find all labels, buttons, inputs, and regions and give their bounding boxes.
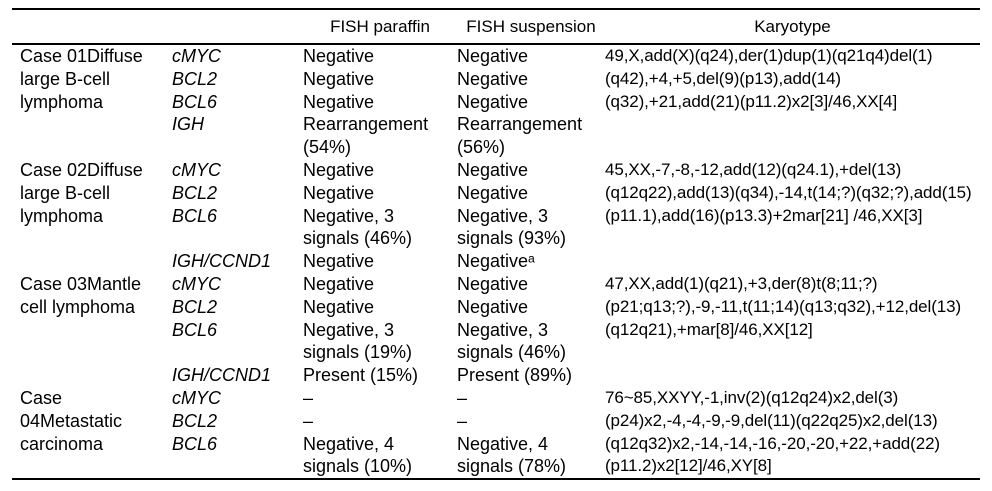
fish-paraffin-result: Negative, 3 signals (19%)	[303, 319, 413, 363]
fish-suspension-result: Negative, 3 signals (46%)	[457, 319, 567, 363]
karyotype-cell: 49,X,add(X)(q24),der(1)dup(1)(q21q4)del(…	[605, 46, 933, 111]
fish-suspension-result: –	[457, 387, 468, 408]
karyotype-cell: 47,XX,add(1)(q21),+3,der(8)t(8;11;?) (p2…	[605, 273, 962, 339]
fish-suspension-result: Present (89%)	[457, 365, 573, 386]
fish-suspension-result: Negative	[457, 68, 529, 89]
case-label: Case 03Mantle cell lymphoma	[20, 273, 142, 317]
fish-suspension-result: Negative	[457, 296, 529, 317]
gene-name: cMYC	[172, 273, 221, 294]
table-row: Case 02Diffuse large B-cell lymphoma cMY…	[12, 159, 980, 226]
gene-name: cMYC	[172, 46, 221, 66]
table-row: BCL2 Negative Negative	[12, 68, 980, 91]
table-row: Case 03Mantle cell lymphoma cMYC Negativ…	[12, 273, 980, 339]
fish-paraffin-result: Negative, 3 signals (46%)	[303, 205, 413, 249]
case-label: Case 01Diffuse large B-cell lymphoma	[20, 46, 143, 112]
table-row: BCL6 Negative, 3 signals (19%) Negative,…	[12, 319, 980, 365]
gene-name: cMYC	[172, 387, 221, 408]
fish-suspension-result: Negative	[457, 91, 529, 112]
table-row: BCL6 Negative, 3 signals (46%) Negative,…	[12, 205, 980, 251]
fish-paraffin-result: –	[303, 410, 314, 431]
gene-name: BCL2	[172, 296, 218, 317]
header-case-spacer	[12, 9, 172, 45]
fish-paraffin-result: Rearrangement (54%)	[303, 114, 429, 158]
gene-name: IGH	[172, 114, 205, 135]
header-fish-paraffin: FISH paraffin	[303, 9, 457, 45]
fish-suspension-result: Negative	[457, 159, 529, 180]
fish-suspension-result: Negative	[457, 273, 529, 294]
fish-suspension-result: Rearrangement (56%)	[457, 114, 583, 158]
case-label: Case 02Diffuse large B-cell lymphoma	[20, 159, 143, 226]
fish-suspension-result: –	[457, 410, 468, 431]
fish-karyotype-table: FISH paraffin FISH suspension Karyotype …	[12, 8, 980, 481]
gene-name: cMYC	[172, 159, 221, 180]
fish-paraffin-result: Negative	[303, 159, 375, 180]
gene-name: BCL2	[172, 68, 218, 89]
table-row: IGH/CCND1 Present (15%) Present (89%)	[12, 364, 980, 387]
gene-name: IGH/CCND1	[172, 365, 272, 386]
fish-paraffin-result: Negative	[303, 182, 375, 203]
fish-suspension-result: Negative, 3 signals (93%)	[457, 205, 567, 249]
karyotype-cell: 45,XX,-7,-8,-12,add(12)(q24.1),+del(13) …	[605, 159, 972, 225]
table-row: BCL6 Negative Negative	[12, 91, 980, 114]
gene-name: BCL6	[172, 205, 218, 226]
gene-name: IGH/CCND1	[172, 251, 272, 272]
fish-paraffin-result: Negative	[303, 273, 375, 294]
fish-paraffin-result: Negative	[303, 68, 375, 89]
gene-name: BCL2	[172, 182, 218, 203]
table-row: IGH Rearrangement (54%) Rearrangement (5…	[12, 113, 980, 159]
fish-paraffin-result: Negative	[303, 91, 375, 112]
gene-name: BCL2	[172, 410, 218, 431]
fish-paraffin-result: Negative	[303, 251, 375, 272]
table-row: BCL2 Negative Negative	[12, 296, 980, 319]
fish-suspension-result: Negative	[457, 182, 529, 203]
table-row: BCL2 – –	[12, 410, 980, 433]
table-row: Case 04Metastatic carcinoma cMYC – – 76~…	[12, 387, 980, 475]
karyotype-cell: 76~85,XXYY,-1,inv(2)(q12q24)x2,del(3) (p…	[605, 387, 940, 476]
fish-suspension-result: Negative, 4 signals (78%)	[457, 433, 567, 477]
fish-paraffin-result: Present (15%)	[303, 365, 419, 386]
fish-paraffin-result: Negative	[303, 46, 375, 66]
table-row: BCL2 Negative Negative	[12, 182, 980, 205]
table-row: Case 01Diffuse large B-cell lymphoma cMY…	[12, 44, 980, 112]
gene-name: BCL6	[172, 433, 218, 454]
gene-name: BCL6	[172, 319, 218, 340]
fish-suspension-result: Negativeᵃ	[457, 251, 535, 272]
fish-paraffin-result: Negative	[303, 296, 375, 317]
table-row: BCL6 Negative, 4 signals (10%) Negative,…	[12, 433, 980, 480]
case-label: Case 04Metastatic carcinoma	[20, 387, 123, 454]
gene-name: BCL6	[172, 91, 218, 112]
header-karyotype: Karyotype	[605, 9, 980, 45]
table-row: IGH/CCND1 Negative Negativeᵃ	[12, 250, 980, 273]
header-row: FISH paraffin FISH suspension Karyotype	[12, 9, 980, 45]
header-gene-spacer	[172, 9, 303, 45]
header-fish-suspension: FISH suspension	[457, 9, 605, 45]
fish-paraffin-result: –	[303, 387, 314, 408]
fish-paraffin-result: Negative, 4 signals (10%)	[303, 433, 413, 477]
fish-suspension-result: Negative	[457, 46, 529, 66]
